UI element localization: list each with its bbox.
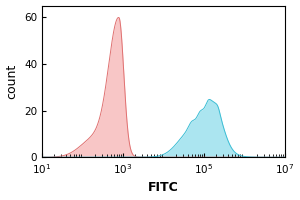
X-axis label: FITC: FITC bbox=[148, 181, 179, 194]
Y-axis label: count: count bbox=[6, 64, 19, 99]
